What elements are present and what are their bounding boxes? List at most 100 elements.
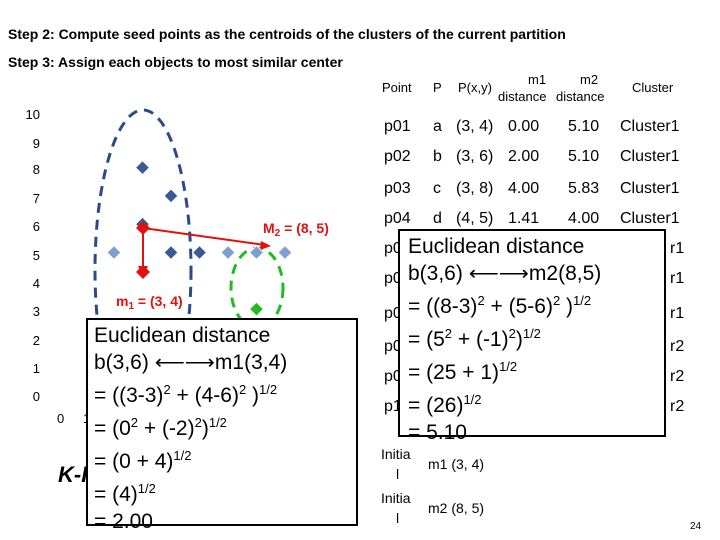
header-m1: m1 bbox=[528, 72, 547, 87]
cell-cluster: r1 bbox=[670, 305, 685, 322]
cell-m2-distance: 5.10 bbox=[568, 118, 600, 135]
cell-point: p04 bbox=[384, 210, 411, 227]
centroids bbox=[136, 221, 150, 279]
popup-line: = (52 + (-1)2)1/2 bbox=[408, 326, 541, 351]
page-number: 24 bbox=[690, 521, 702, 532]
popup-line: = ((3-3)2 + (4-6)2 )1/2 bbox=[94, 382, 278, 407]
popup-line: = (0 + 4)1/2 bbox=[94, 448, 192, 473]
data-point bbox=[220, 244, 236, 261]
initial-m1-value: m1 (3, 4) bbox=[428, 456, 485, 472]
cell-m1-distance: 0.00 bbox=[508, 118, 540, 135]
header-point: Point bbox=[382, 80, 412, 95]
popup-line: = 2.00 bbox=[94, 510, 153, 533]
cell-point: p0 bbox=[384, 240, 402, 257]
cell-point: p0 bbox=[384, 305, 402, 322]
y-tick-label: 1 bbox=[32, 361, 40, 376]
arrow-m2 bbox=[142, 227, 266, 246]
popup-line: = (02 + (-2)2)1/2 bbox=[94, 415, 227, 440]
popup-line: Euclidean distance bbox=[94, 324, 271, 347]
popup-line: = (26)1/2 bbox=[408, 392, 482, 417]
cell-point: p02 bbox=[384, 148, 411, 165]
kmeans-label: K-I bbox=[58, 462, 88, 487]
centroid-point bbox=[136, 221, 150, 235]
cell-xy: (4, 5) bbox=[456, 210, 494, 227]
y-tick-label: 5 bbox=[32, 248, 40, 263]
y-tick-label: 2 bbox=[32, 333, 40, 348]
cell-p: c bbox=[433, 180, 441, 197]
data-point bbox=[106, 244, 122, 261]
m1-label: m1 = (3, 4) bbox=[116, 293, 183, 312]
initial-word: Initia bbox=[381, 446, 411, 462]
cell-xy: (3, 4) bbox=[456, 118, 494, 135]
euclidean-popup-m1: Euclidean distance b(3,6) ⟵⟶m1(3,4) = ((… bbox=[86, 318, 358, 533]
popup-line: b(3,6) ⟵⟶m2(8,5) bbox=[408, 262, 602, 285]
y-tick-label: 9 bbox=[32, 136, 40, 151]
cell-point: p03 bbox=[384, 180, 411, 197]
initial-word: Initia bbox=[381, 490, 411, 506]
cell-cluster: r2 bbox=[670, 368, 685, 385]
y-tick-label: 3 bbox=[32, 304, 40, 319]
popup-line: = (4)1/2 bbox=[94, 481, 156, 506]
y-tick-label: 4 bbox=[32, 276, 40, 291]
popup-line: b(3,6) ⟵⟶m1(3,4) bbox=[94, 351, 288, 374]
cell-m2-distance: 5.10 bbox=[568, 148, 600, 165]
data-point bbox=[277, 244, 293, 261]
cell-m1-distance: 4.00 bbox=[508, 180, 540, 197]
step2-text: Step 2: Compute seed points as the centr… bbox=[8, 26, 566, 42]
popup-line: Euclidean distance bbox=[408, 235, 585, 258]
y-tick-label: 8 bbox=[32, 162, 40, 177]
cell-point: p0 bbox=[384, 338, 402, 355]
header-cluster: Cluster bbox=[632, 80, 674, 95]
cell-cluster: r1 bbox=[670, 270, 685, 287]
initial-word: l bbox=[396, 510, 400, 526]
data-points bbox=[106, 159, 293, 317]
cell-point: p01 bbox=[384, 118, 411, 135]
arrow-head-icon bbox=[260, 241, 271, 250]
cell-cluster: Cluster1 bbox=[620, 118, 680, 135]
cell-cluster: Cluster1 bbox=[620, 210, 680, 227]
cell-m2-distance: 5.83 bbox=[568, 180, 600, 197]
cell-point: p0 bbox=[384, 368, 402, 385]
euclidean-popup-m2: Euclidean distance b(3,6) ⟵⟶m2(8,5) = ((… bbox=[398, 229, 666, 444]
header-pxy: P(x,y) bbox=[458, 80, 492, 95]
cell-m2-distance: 4.00 bbox=[568, 210, 600, 227]
y-tick-label: 6 bbox=[32, 219, 40, 234]
centroid-point bbox=[136, 265, 150, 279]
data-point bbox=[163, 244, 179, 261]
cell-m1-distance: 2.00 bbox=[508, 148, 540, 165]
data-point bbox=[134, 159, 151, 176]
header-m2: m2 bbox=[580, 72, 599, 87]
data-point bbox=[248, 244, 265, 261]
cell-point: p0 bbox=[384, 270, 402, 287]
data-point bbox=[191, 244, 208, 261]
data-point bbox=[248, 301, 265, 317]
initial-word: l bbox=[396, 466, 400, 482]
popup-line: = 5.10 bbox=[408, 421, 467, 444]
m2-label: M2 = (8, 5) bbox=[263, 220, 329, 239]
x-tick-label: 0 bbox=[57, 411, 65, 426]
cell-cluster: r1 bbox=[670, 240, 685, 257]
header-m1-distance: distance bbox=[498, 89, 547, 104]
data-point bbox=[163, 188, 179, 204]
cell-cluster: Cluster1 bbox=[620, 180, 680, 197]
cell-p: a bbox=[433, 118, 442, 135]
cell-point: p1 bbox=[384, 398, 402, 415]
step3-text: Step 3: Assign each objects to most simi… bbox=[8, 54, 343, 70]
popup-line: = ((8-3)2 + (5-6)2 )1/2 bbox=[408, 293, 592, 318]
cell-m1-distance: 1.41 bbox=[508, 210, 540, 227]
cell-p: b bbox=[433, 148, 442, 165]
y-tick-label: 10 bbox=[25, 107, 40, 122]
cell-xy: (3, 8) bbox=[456, 180, 494, 197]
header-p: P bbox=[433, 80, 442, 95]
y-tick-label: 0 bbox=[32, 389, 40, 404]
header-m2-distance: distance bbox=[556, 89, 605, 104]
cell-cluster: r2 bbox=[670, 398, 685, 415]
popup-line: = (25 + 1)1/2 bbox=[408, 359, 518, 384]
initial-m2-value: m2 (8, 5) bbox=[428, 500, 485, 516]
cell-cluster: Cluster1 bbox=[620, 148, 680, 165]
cell-cluster: r2 bbox=[670, 338, 685, 355]
cell-p: d bbox=[433, 210, 442, 227]
y-tick-label: 7 bbox=[32, 191, 40, 206]
cell-xy: (3, 6) bbox=[456, 148, 494, 165]
